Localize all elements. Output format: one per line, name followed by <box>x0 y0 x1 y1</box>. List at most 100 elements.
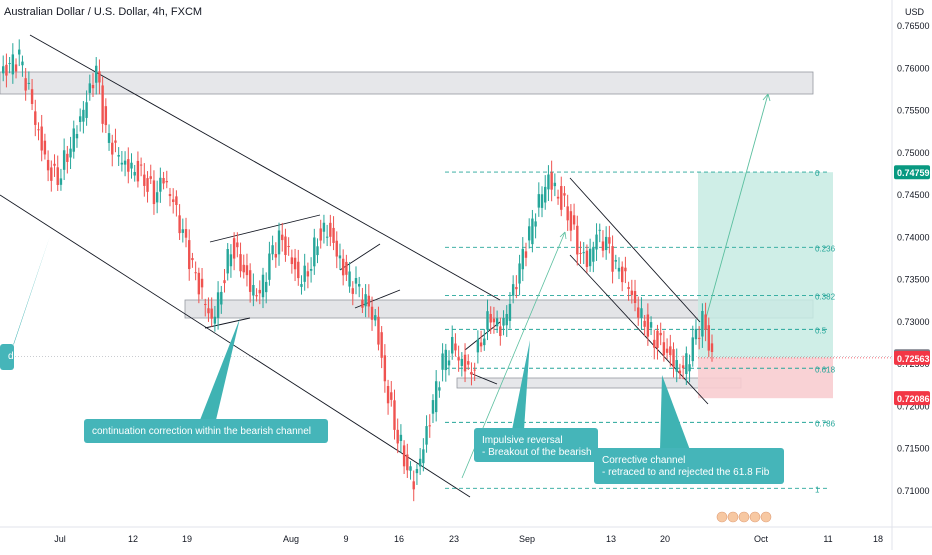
candle-body <box>390 392 393 400</box>
candle-body <box>348 271 351 287</box>
candle-body <box>123 160 127 165</box>
candle-body <box>30 89 34 104</box>
candle-body <box>646 314 650 337</box>
note-impulsive-text: Impulsive reversal <box>482 435 563 446</box>
candle-body <box>248 270 252 292</box>
candle-body <box>361 299 364 308</box>
candle-body <box>284 236 287 256</box>
candle-body <box>656 330 659 348</box>
candle-body <box>624 267 627 272</box>
candle-body <box>598 229 601 231</box>
candle-body <box>460 358 464 366</box>
candle-body <box>24 78 27 91</box>
candle-body <box>303 265 306 282</box>
candle-body <box>236 242 239 248</box>
candle-body <box>75 133 79 139</box>
candle-body <box>271 245 274 255</box>
candle-body <box>341 258 345 276</box>
price-tick-label: 0.75000 <box>897 148 930 158</box>
candle-body <box>470 371 473 375</box>
candle-body <box>422 449 425 464</box>
candle-body <box>66 153 69 162</box>
candle-body <box>592 247 595 262</box>
candle-body <box>226 249 229 274</box>
candle-body <box>239 254 242 272</box>
candle-body <box>409 466 412 471</box>
candle-body <box>495 318 499 327</box>
candle-body <box>316 246 319 256</box>
fib-retracement: 0 0.236 0.382 0.5 0.618 0.786 1 <box>445 169 836 494</box>
candle-body <box>665 348 669 353</box>
candle-body <box>678 370 682 374</box>
candle-body <box>601 241 605 251</box>
trendline <box>0 194 471 498</box>
candle-body <box>697 337 701 339</box>
candle-body <box>492 318 496 323</box>
candle-body <box>325 236 329 238</box>
time-tick-label: Aug <box>283 534 299 544</box>
candle-body <box>515 286 518 290</box>
candle-body <box>127 159 130 172</box>
candle-body <box>204 303 207 305</box>
candle-body <box>489 313 492 323</box>
time-tick-label: 9 <box>343 534 348 544</box>
candle-body <box>53 163 56 166</box>
price-tick-label: 0.76500 <box>897 21 930 31</box>
candle-body <box>136 160 140 182</box>
candle-body <box>194 272 197 274</box>
candle-body <box>168 194 172 197</box>
economic-event-icon <box>760 511 772 523</box>
candle-body <box>540 194 544 208</box>
candle-body <box>431 400 435 414</box>
candle-body <box>143 174 146 186</box>
candle-body <box>306 271 310 277</box>
candle-body <box>694 328 698 340</box>
note-corrective-text: - retraced to and rejected the 61.8 Fib <box>602 467 770 478</box>
candle-body <box>688 364 691 372</box>
candle-body <box>354 278 358 284</box>
candle-body <box>56 167 59 185</box>
candle-body <box>293 257 297 270</box>
candle-body <box>508 303 512 321</box>
target-arrowhead <box>762 93 771 102</box>
candle-body <box>428 425 431 427</box>
candle-body <box>560 186 563 210</box>
candle-body <box>322 222 326 232</box>
candle-body <box>418 458 422 467</box>
trendline <box>569 254 709 405</box>
candle-body <box>704 314 707 330</box>
candle-body <box>518 263 521 284</box>
candle-body <box>213 316 217 324</box>
price-tag <box>894 350 930 365</box>
candle-body <box>672 349 675 367</box>
candle-body <box>37 129 40 131</box>
candle-body <box>685 353 688 375</box>
candle-body <box>329 222 332 237</box>
candle-body <box>415 469 419 474</box>
candle-body <box>200 278 204 288</box>
candle-body <box>537 194 541 208</box>
candle-body <box>553 182 557 187</box>
candle-body <box>358 284 361 287</box>
candle-body <box>197 272 201 295</box>
time-axis: Jul 12 19 Aug 9 16 23 Sep 13 20 Oct 11 18 <box>54 511 883 544</box>
economic-event-icon <box>738 511 750 523</box>
candle-body <box>277 230 281 255</box>
candle-body <box>563 193 566 196</box>
candle-body <box>258 289 261 294</box>
candle-body <box>438 387 441 391</box>
note-corrective-text: Corrective channel <box>602 455 685 466</box>
candle-body <box>643 320 646 327</box>
candle-body <box>364 294 367 307</box>
candle-body <box>40 126 43 151</box>
candle-body <box>181 229 185 233</box>
time-tick-label: 12 <box>128 534 138 544</box>
candle-body <box>114 140 117 143</box>
price-tick-label: 0.75500 <box>897 106 930 116</box>
price-tick-label: 0.74000 <box>897 232 930 242</box>
time-tick-label: Oct <box>754 534 769 544</box>
candle-body <box>72 128 75 152</box>
candle-body <box>184 229 188 238</box>
candle-body <box>521 248 524 270</box>
